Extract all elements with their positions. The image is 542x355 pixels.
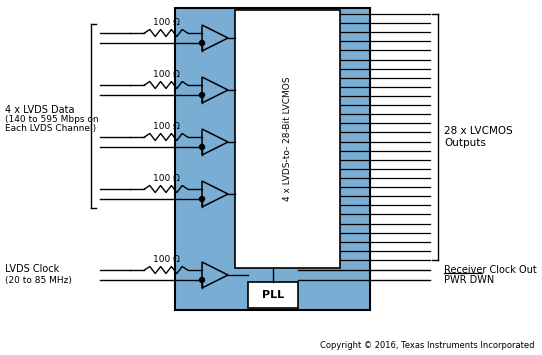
Text: LVDS Clock: LVDS Clock [5, 264, 59, 274]
Text: 4 x LVDS Data: 4 x LVDS Data [5, 105, 74, 115]
Text: Receiver Clock Out: Receiver Clock Out [444, 265, 537, 275]
Text: 100 Ω: 100 Ω [152, 255, 179, 264]
Text: 28 x LVCMOS: 28 x LVCMOS [444, 126, 513, 136]
Text: 4 x LVDS-to- 28-Bit LVCMOS: 4 x LVDS-to- 28-Bit LVCMOS [283, 77, 292, 201]
Text: Outputs: Outputs [444, 138, 486, 148]
Text: Each LVDS Channel): Each LVDS Channel) [5, 125, 96, 133]
Bar [248, 282, 298, 308]
Text: PLL: PLL [262, 290, 284, 300]
Text: 100 Ω: 100 Ω [152, 122, 179, 131]
Text: (140 to 595 Mbps on: (140 to 595 Mbps on [5, 115, 99, 125]
Circle shape [199, 197, 204, 202]
Text: PWR DWN: PWR DWN [444, 275, 494, 285]
Circle shape [199, 144, 204, 149]
Circle shape [199, 93, 204, 98]
Circle shape [199, 40, 204, 45]
Text: (20 to 85 MHz): (20 to 85 MHz) [5, 275, 72, 284]
Circle shape [199, 278, 204, 283]
Text: 100 Ω: 100 Ω [152, 174, 179, 183]
Bar [235, 10, 340, 268]
Text: Copyright © 2016, Texas Instruments Incorporated: Copyright © 2016, Texas Instruments Inco… [319, 341, 534, 350]
Bar [175, 8, 370, 310]
Text: 100 Ω: 100 Ω [152, 70, 179, 79]
Text: 100 Ω: 100 Ω [152, 18, 179, 27]
